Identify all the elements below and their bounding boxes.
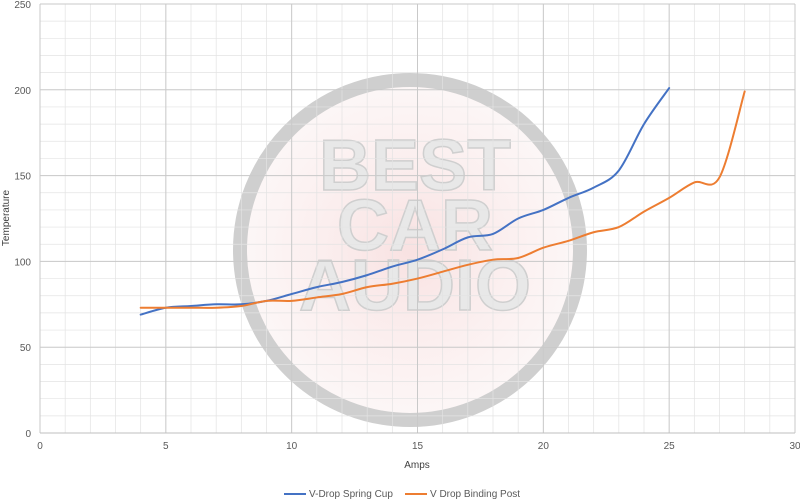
x-tick-label: 0 [37,441,43,452]
legend-label-binding-post: V Drop Binding Post [430,489,520,500]
x-tick-label: 20 [538,441,550,452]
y-tick-label: 250 [14,0,31,11]
y-axis-title: Temperature [1,189,12,246]
x-axis-title: Amps [404,460,430,471]
x-tick-label: 30 [789,441,800,452]
legend-label-spring-cup: V-Drop Spring Cup [309,489,393,500]
series-line-0 [139,87,671,316]
series-line-1 [139,90,746,309]
x-tick-label: 5 [163,441,169,452]
watermark-line-1: BEST [319,126,511,206]
y-tick-label: 200 [14,86,31,97]
grid [39,3,796,434]
legend: V-Drop Spring Cup V Drop Binding Post [284,489,520,500]
y-tick-label: 0 [25,429,31,440]
watermark-ring [233,73,587,427]
watermark-logo: BEST CAR AUDIO [233,73,587,427]
series [139,87,746,316]
x-tick-label: 25 [664,441,676,452]
x-tick-label: 10 [286,441,298,452]
watermark-line-3: AUDIO [299,246,531,326]
axes: 0 5 10 15 20 25 30 0 50 100 150 200 250 [14,0,800,452]
x-tick-label: 15 [412,441,424,452]
y-tick-label: 50 [20,343,32,354]
y-tick-label: 150 [14,172,31,183]
y-tick-label: 100 [14,257,31,268]
